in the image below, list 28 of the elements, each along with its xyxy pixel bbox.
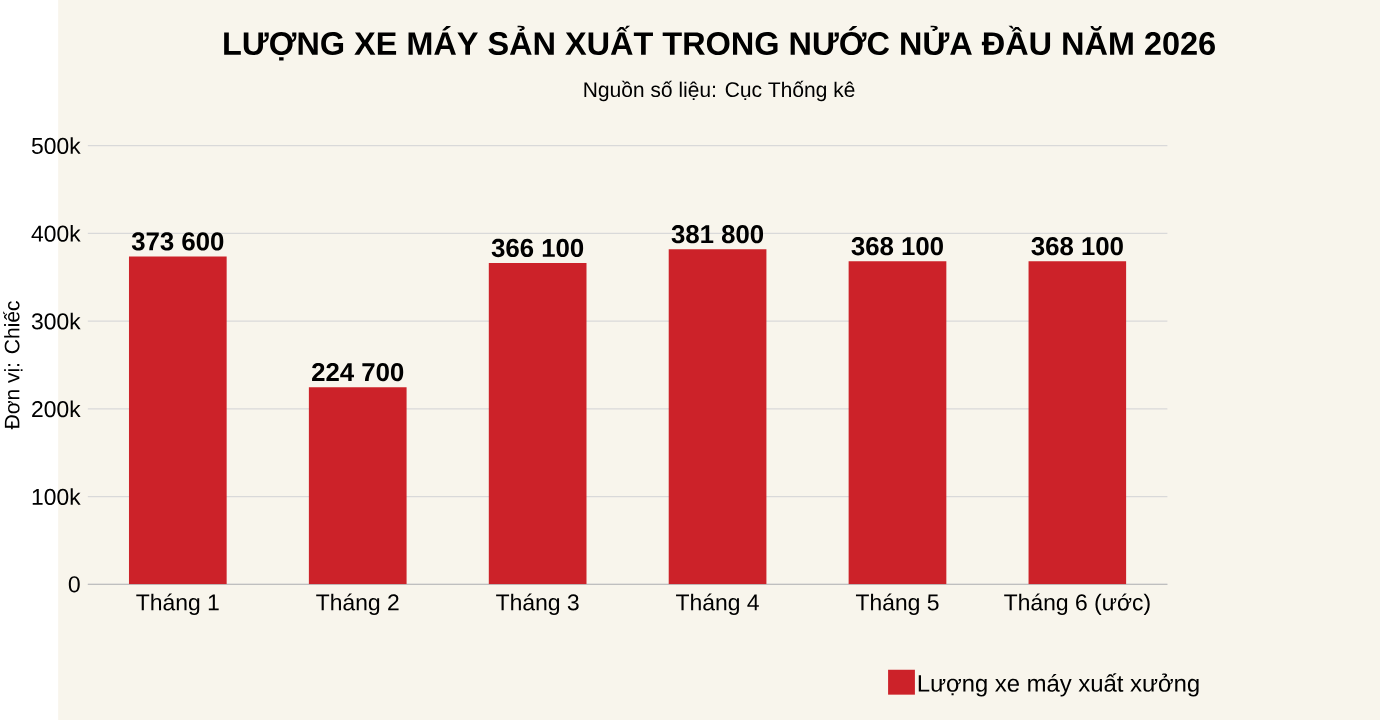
y-tick-label: 300k — [31, 312, 81, 330]
chart-title: LƯỢNG XE MÁY SẢN XUẤT TRONG NƯỚC NỬA ĐẦU NĂM 2026 — [224, 25, 1215, 61]
y-axis-title: Đơn vị: Chiếc — [3, 300, 23, 430]
y-tick-label: 100k — [32, 488, 81, 505]
x-tick-label: Tháng 1 — [136, 593, 219, 615]
x-tick-label: Tháng 5 — [855, 593, 939, 615]
bar — [488, 262, 587, 585]
y-tick-label: 500k — [31, 137, 81, 154]
x-tick-label: Tháng 2 — [316, 593, 399, 615]
y-tick-label: 200k — [32, 400, 81, 418]
x-tick-label: Tháng 3 — [496, 593, 579, 615]
chart-subtitle: Nguồn số liệu: Cục Thống kê — [584, 80, 855, 102]
bar — [668, 249, 767, 585]
data-label: 224 700 — [312, 362, 404, 382]
data-label: 368 100 — [851, 236, 943, 256]
legend-label: Lượng xe máy xuất xưởng — [918, 673, 1199, 697]
data-label: 381 800 — [671, 224, 764, 244]
data-label: 373 600 — [131, 232, 224, 251]
bar — [1028, 261, 1127, 585]
y-tick-label: 0 — [68, 576, 80, 593]
data-label: 368 100 — [1031, 236, 1123, 256]
bar — [848, 261, 947, 585]
y-tick-label: 400k — [31, 224, 81, 242]
x-tick-label: Tháng 4 — [676, 593, 759, 615]
x-tick-label: Tháng 6 (ước) — [1004, 593, 1150, 615]
data-label: 366 100 — [491, 238, 584, 257]
bar — [308, 387, 407, 585]
bar — [128, 256, 227, 585]
